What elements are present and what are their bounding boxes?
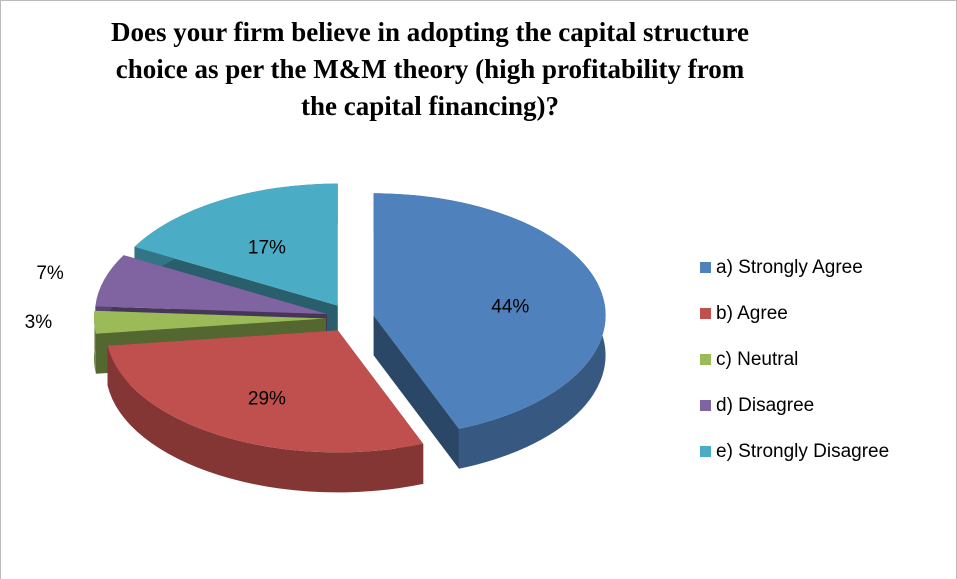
slice — [95, 255, 327, 314]
legend-label: d) Disagree — [716, 395, 814, 416]
data-label: 7% — [36, 263, 64, 284]
slice-wall — [94, 310, 96, 374]
slice — [94, 310, 327, 334]
legend-label: c) Neutral — [716, 349, 798, 370]
data-label: 29% — [248, 388, 286, 409]
slice — [373, 193, 606, 429]
slice — [134, 183, 338, 306]
legend-label: b) Agree — [716, 303, 788, 324]
slice — [107, 330, 424, 453]
legend-swatch — [700, 262, 711, 273]
legend-swatch — [700, 400, 711, 411]
slice-wall — [107, 345, 424, 493]
data-label: 17% — [248, 238, 286, 259]
legend-swatch — [700, 446, 711, 457]
slice-side — [373, 315, 459, 469]
legend-swatch — [700, 308, 711, 319]
legend-swatch — [700, 354, 711, 365]
chart-title: Does your firm believe in adopting the c… — [111, 17, 749, 121]
data-label: 44% — [491, 297, 529, 318]
legend-label: e) Strongly Disagree — [716, 441, 889, 462]
legend-label: a) Strongly Agree — [716, 257, 863, 278]
data-label: 3% — [25, 312, 53, 333]
